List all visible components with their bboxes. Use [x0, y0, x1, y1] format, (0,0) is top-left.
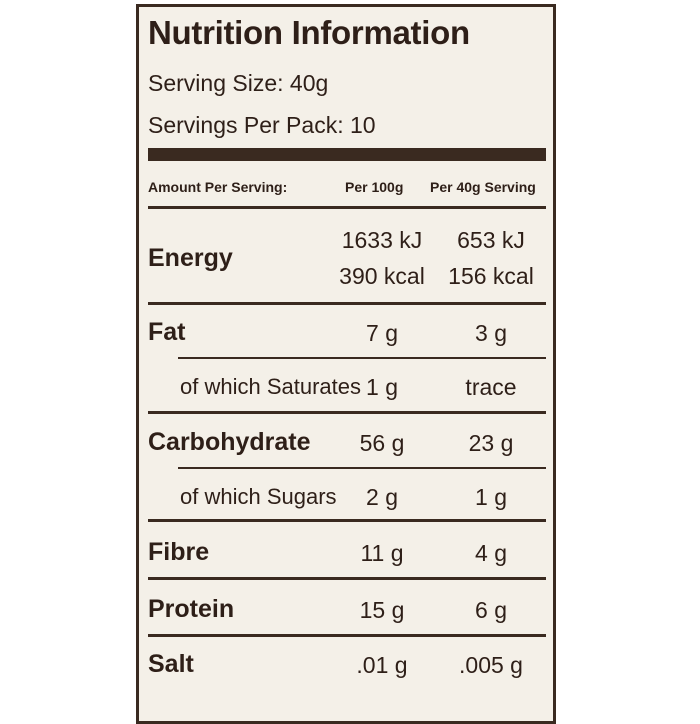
- row-label: Fibre: [148, 538, 210, 566]
- cell: 4 g: [475, 540, 507, 566]
- cell: 1 g: [366, 374, 398, 400]
- divider: [178, 467, 546, 469]
- cell: 15 g: [359, 597, 405, 623]
- divider: [148, 634, 546, 637]
- page: {"header": {"title": "Nutrition Informat…: [136, 4, 556, 724]
- row-label: Fat: [148, 318, 186, 346]
- divider: [148, 206, 546, 209]
- divider: [148, 302, 546, 305]
- cell: 3 g: [475, 320, 507, 346]
- cell: .005 g: [459, 652, 523, 678]
- divider: [148, 411, 546, 414]
- row-label: of which Sugars: [180, 484, 337, 509]
- row-label: Energy: [148, 244, 233, 272]
- divider: [148, 148, 546, 161]
- cell: 390 kcal: [339, 263, 425, 289]
- divider: [178, 357, 546, 359]
- row-label: Protein: [148, 595, 235, 623]
- servings-per-pack: Servings Per Pack: 10: [148, 112, 376, 138]
- cell: 56 g: [359, 430, 405, 456]
- cell: .01 g: [356, 652, 408, 678]
- row-label: Salt: [148, 650, 194, 678]
- row-label: of which Saturates: [180, 374, 361, 399]
- cell: trace: [465, 374, 517, 400]
- title: Nutrition Information: [148, 14, 470, 51]
- column-header: Per 100g: [345, 179, 404, 195]
- divider: [148, 519, 546, 522]
- cell: 156 kcal: [448, 263, 534, 289]
- cell: 23 g: [468, 430, 514, 456]
- column-header: Per 40g Serving: [430, 179, 536, 195]
- cell: 11 g: [360, 540, 404, 566]
- label-panel: [136, 4, 556, 724]
- cell: 6 g: [475, 597, 507, 623]
- cell: 2 g: [366, 484, 398, 510]
- cell: 1 g: [475, 484, 507, 510]
- cell: 7 g: [366, 320, 398, 346]
- serving-size: Serving Size: 40g: [148, 70, 329, 96]
- cell: 1633 kJ: [341, 227, 423, 253]
- row-label: Carbohydrate: [148, 428, 311, 456]
- divider: [148, 577, 546, 580]
- column-header: Amount Per Serving:: [148, 179, 288, 195]
- cell: 653 kJ: [457, 227, 525, 253]
